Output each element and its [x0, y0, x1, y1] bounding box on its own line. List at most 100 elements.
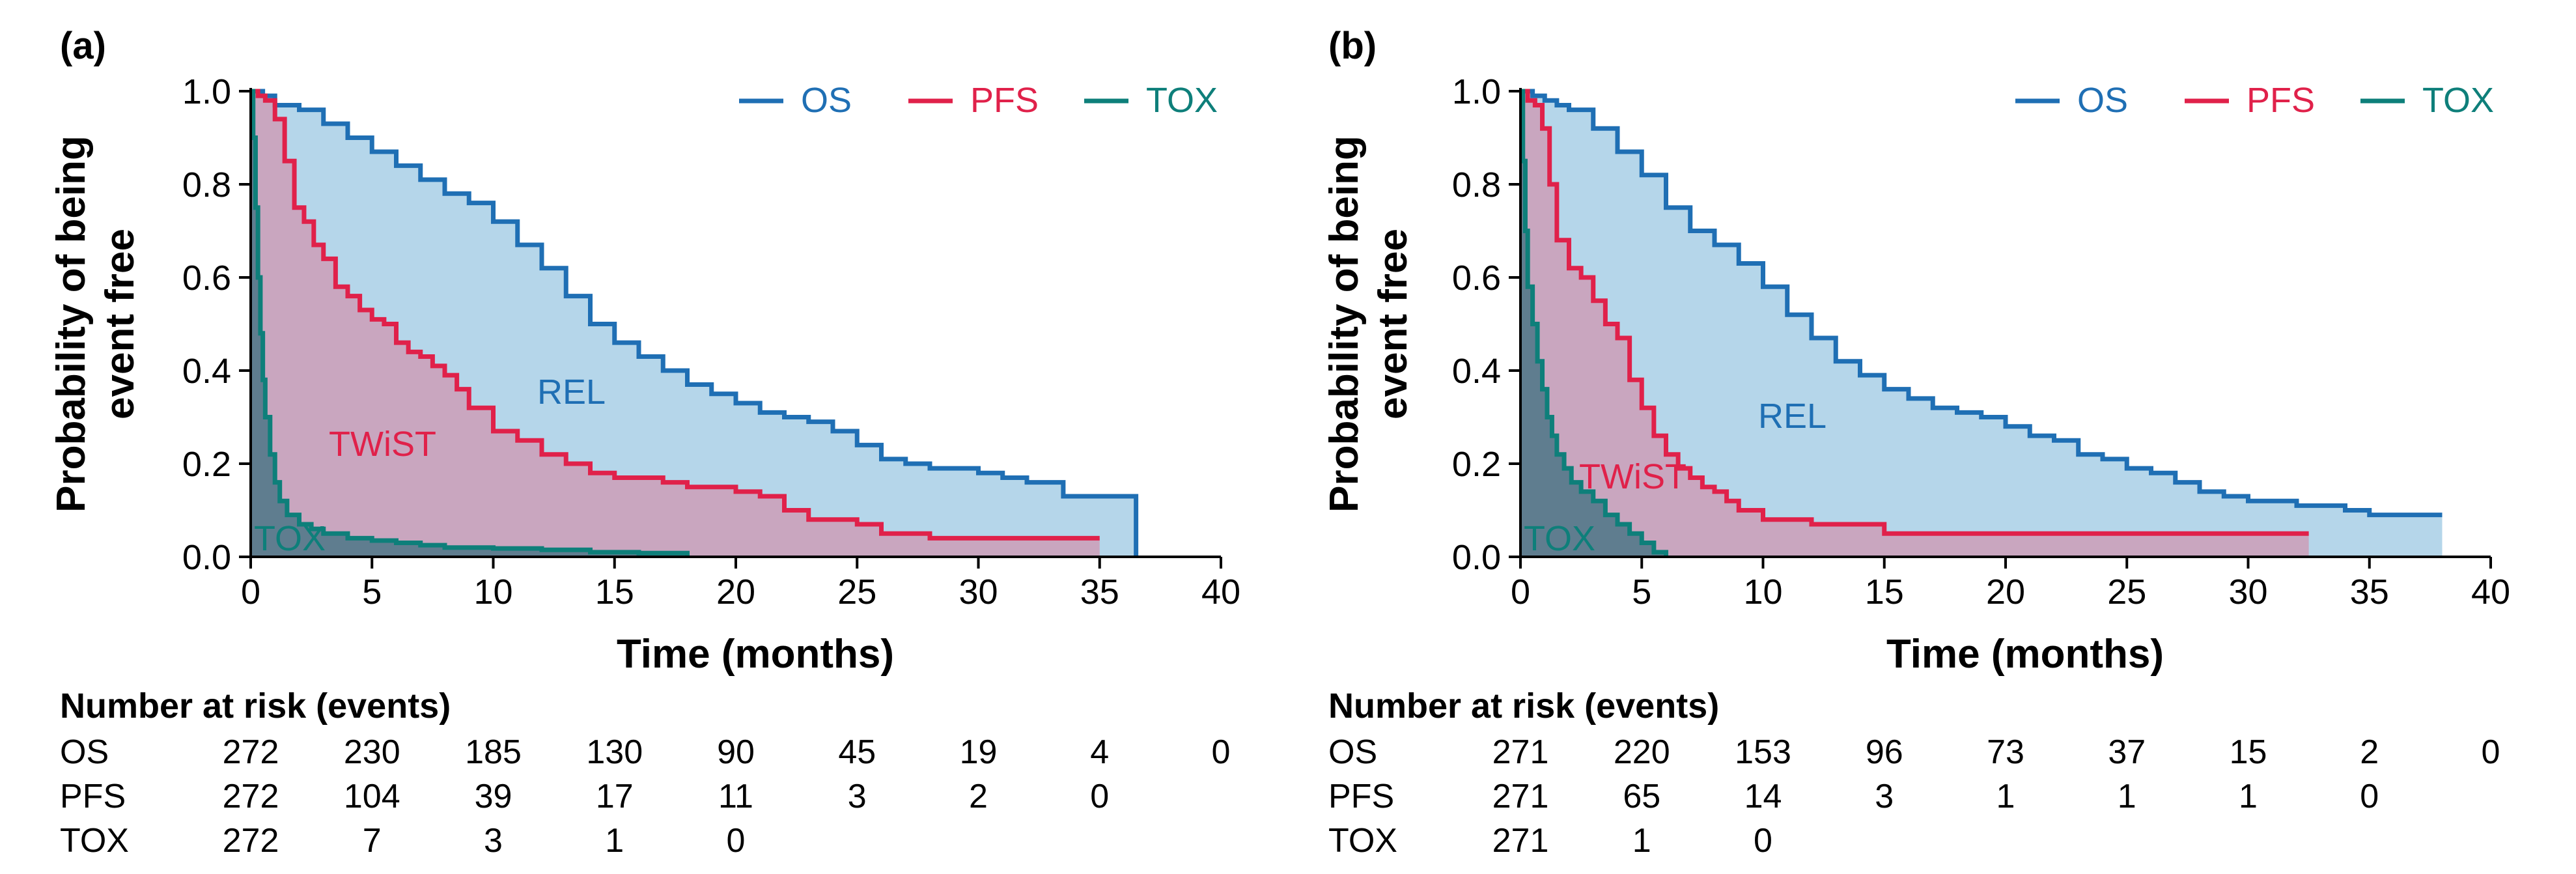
y-tick-label: 0.2	[182, 445, 231, 484]
risk-value-pfs: 0	[2360, 778, 2379, 815]
risk-value-os: 90	[717, 733, 755, 771]
risk-value-pfs: 1	[2118, 778, 2136, 815]
x-axis-title: Time (months)	[1886, 632, 2164, 677]
y-tick-label: 0.6	[1452, 259, 1501, 298]
risk-value-tox: 1	[1632, 822, 1651, 860]
risk-row-label-pfs: PFS	[60, 778, 126, 815]
x-tick-label: 10	[1743, 572, 1782, 612]
risk-value-os: 73	[1987, 733, 2024, 771]
risk-row-label-os: OS	[1328, 733, 1377, 771]
series-line-tox	[1520, 89, 1668, 557]
legend-label-tox: TOX	[1146, 81, 1218, 120]
x-tick-label: 40	[1201, 572, 1240, 612]
x-tick-label: 10	[473, 572, 512, 612]
panel-a: (a)0 5 10 15 20 25 30 35 400.00.20.40.60.81.0Tim…	[49, 25, 1240, 860]
risk-value-pfs: 39	[475, 778, 512, 815]
x-tick-label: 20	[1986, 572, 2025, 612]
risk-value-tox: 3	[484, 822, 503, 860]
risk-value-os: 0	[2482, 733, 2500, 771]
risk-value-tox: 7	[363, 822, 382, 860]
region-label-twist: TWiST	[1579, 457, 1687, 496]
legend-label-tox: TOX	[2422, 81, 2494, 120]
risk-value-pfs: 3	[848, 778, 867, 815]
y-tick-label: 0.0	[1452, 538, 1501, 577]
risk-value-os: 153	[1735, 733, 1791, 771]
risk-value-os: 15	[2230, 733, 2267, 771]
y-tick-label: 0.8	[182, 165, 231, 204]
risk-table-title: Number at risk (events)	[60, 686, 451, 726]
risk-table-title: Number at risk (events)	[1328, 686, 1719, 726]
y-axis-title-line2: event free	[1371, 229, 1416, 419]
y-axis-title-line2: event free	[98, 229, 143, 419]
y-tick-label: 0.0	[182, 538, 231, 577]
x-tick-label: 5	[1632, 572, 1651, 612]
risk-value-pfs: 104	[344, 778, 400, 815]
panel-label: (a)	[60, 25, 106, 67]
risk-row-label-tox: TOX	[1328, 822, 1397, 860]
risk-value-pfs: 1	[1996, 778, 2015, 815]
y-tick-label: 0.4	[182, 352, 231, 391]
risk-value-os: 230	[344, 733, 400, 771]
x-tick-label: 25	[837, 572, 876, 612]
risk-value-pfs: 1	[2239, 778, 2258, 815]
y-axis-title-line1: Probability of being	[49, 135, 94, 513]
region-label-tox: TOX	[1524, 519, 1595, 558]
risk-value-os: 130	[586, 733, 643, 771]
x-tick-label: 30	[2228, 572, 2267, 612]
series-line-pfs	[251, 89, 1100, 541]
region-label-rel: REL	[1758, 397, 1827, 436]
y-tick-label: 0.8	[1452, 165, 1501, 204]
risk-value-os: 37	[2108, 733, 2146, 771]
x-tick-label: 30	[959, 572, 998, 612]
risk-value-os: 271	[1492, 733, 1549, 771]
series-line-os	[251, 89, 1139, 557]
series-line-tox	[251, 89, 690, 557]
x-axis-title: Time (months)	[617, 632, 894, 677]
series-line-pfs	[1520, 89, 2309, 536]
risk-value-os: 220	[1614, 733, 1670, 771]
legend-label-os: OS	[2077, 81, 2128, 120]
risk-value-pfs: 0	[1090, 778, 1109, 815]
panel-b: (b)0 5 10 15 20 25 30 35 400.00.20.40.60.81.0Tim…	[1322, 25, 2510, 860]
y-tick-label: 0.6	[182, 259, 231, 298]
y-tick-label: 0.2	[1452, 445, 1501, 484]
y-axis-title-line1: Probability of being	[1322, 135, 1367, 513]
region-label-tox: TOX	[254, 519, 326, 558]
panel-label: (b)	[1328, 25, 1377, 67]
rel-area	[1520, 91, 2443, 557]
risk-value-pfs: 11	[718, 778, 753, 815]
risk-value-pfs: 271	[1492, 778, 1549, 815]
x-tick-label: 35	[1080, 572, 1119, 612]
x-tick-label: 0	[1511, 572, 1530, 612]
x-tick-label: 15	[595, 572, 634, 612]
risk-value-os: 19	[960, 733, 998, 771]
risk-value-tox: 272	[223, 822, 279, 860]
risk-value-tox: 0	[1754, 822, 1772, 860]
y-tick-label: 1.0	[1452, 72, 1501, 111]
risk-value-os: 185	[465, 733, 522, 771]
x-tick-label: 25	[2107, 572, 2146, 612]
y-tick-label: 1.0	[182, 72, 231, 111]
risk-value-os: 45	[838, 733, 876, 771]
risk-value-pfs: 14	[1744, 778, 1782, 815]
series-line-os	[1520, 89, 2443, 518]
risk-value-tox: 1	[605, 822, 624, 860]
risk-value-os: 272	[223, 733, 279, 771]
region-label-twist: TWiST	[329, 425, 436, 464]
x-tick-label: 5	[362, 572, 382, 612]
y-tick-label: 0.4	[1452, 352, 1501, 391]
risk-value-pfs: 3	[1875, 778, 1894, 815]
region-label-rel: REL	[537, 373, 606, 412]
risk-value-pfs: 272	[223, 778, 279, 815]
risk-value-pfs: 65	[1623, 778, 1660, 815]
risk-row-label-pfs: PFS	[1328, 778, 1394, 815]
legend-label-os: OS	[801, 81, 852, 120]
risk-value-os: 96	[1866, 733, 1903, 771]
risk-value-tox: 0	[727, 822, 746, 860]
x-tick-label: 15	[1865, 572, 1904, 612]
risk-row-label-os: OS	[60, 733, 109, 771]
risk-value-pfs: 17	[596, 778, 634, 815]
x-tick-label: 20	[716, 572, 755, 612]
risk-value-os: 2	[2360, 733, 2379, 771]
